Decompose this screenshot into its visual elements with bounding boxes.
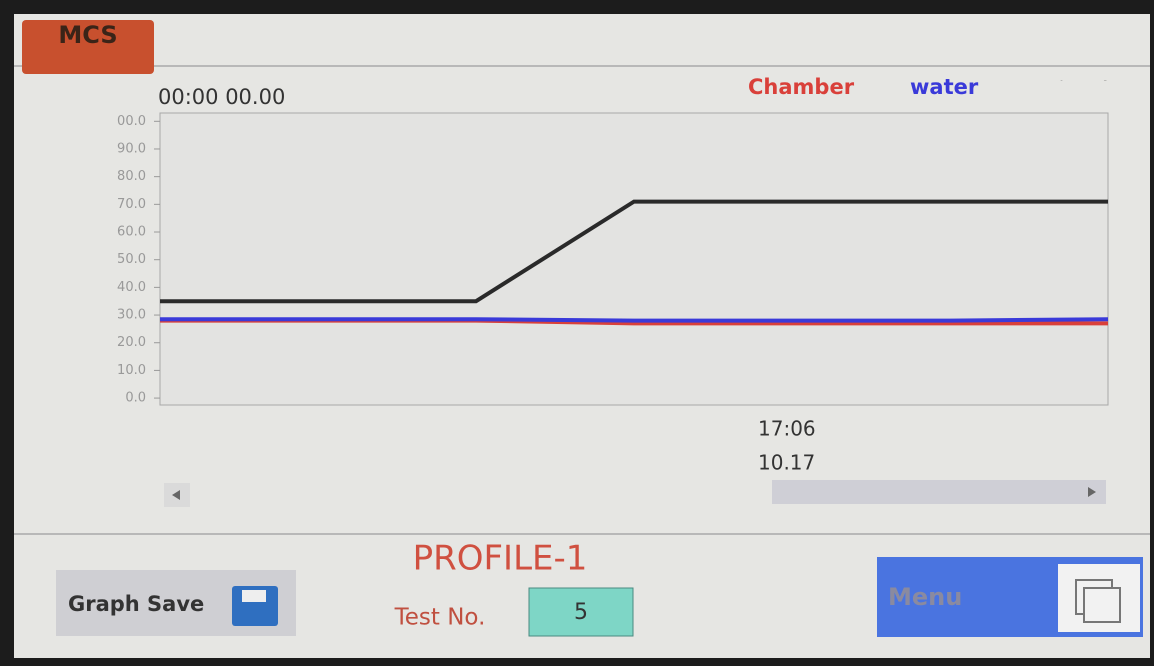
test-label: Test No.	[394, 605, 486, 631]
y-tick-label: 0.0	[125, 391, 146, 406]
cursor-value: 10.17	[758, 451, 815, 475]
y-tick-label: 70.0	[117, 197, 146, 212]
profile-title: PROFILE-1	[413, 539, 588, 579]
legend-entry: water	[910, 75, 979, 99]
y-tick-label: 50.0	[117, 252, 146, 267]
page: MCS 00:00 00.00 0.0 10.0 20.0 30.0 40.0 50.0 6…	[0, 0, 1154, 666]
menu-label: Menu	[888, 583, 962, 611]
clock: 00:00 00.00	[158, 85, 285, 109]
legend-entry: Chamber	[748, 75, 855, 99]
y-tick-label: 40.0	[117, 280, 146, 295]
y-tick-label: 30.0	[117, 308, 146, 323]
plot-area	[160, 113, 1108, 405]
scroll-bar[interactable]	[772, 480, 1106, 504]
y-tick-label: 90.0	[117, 141, 146, 156]
cursor-time: 17:06	[758, 417, 816, 441]
graph-save-label: Graph Save	[68, 592, 204, 616]
y-tick-label: 80.0	[117, 169, 146, 184]
y-tick-label: 10.0	[117, 363, 146, 378]
y-tick-label: 20.0	[117, 335, 146, 350]
test-number: 5	[574, 600, 588, 625]
y-tick-label: 00.0	[117, 114, 146, 129]
logo: MCS	[58, 21, 117, 49]
y-tick-label: 60.0	[117, 225, 146, 240]
scroll-left[interactable]	[164, 483, 190, 507]
screen: MCS 00:00 00.00 0.0 10.0 20.0 30.0 40.0 50.0 6…	[0, 0, 1154, 666]
series-line	[160, 319, 1108, 320]
